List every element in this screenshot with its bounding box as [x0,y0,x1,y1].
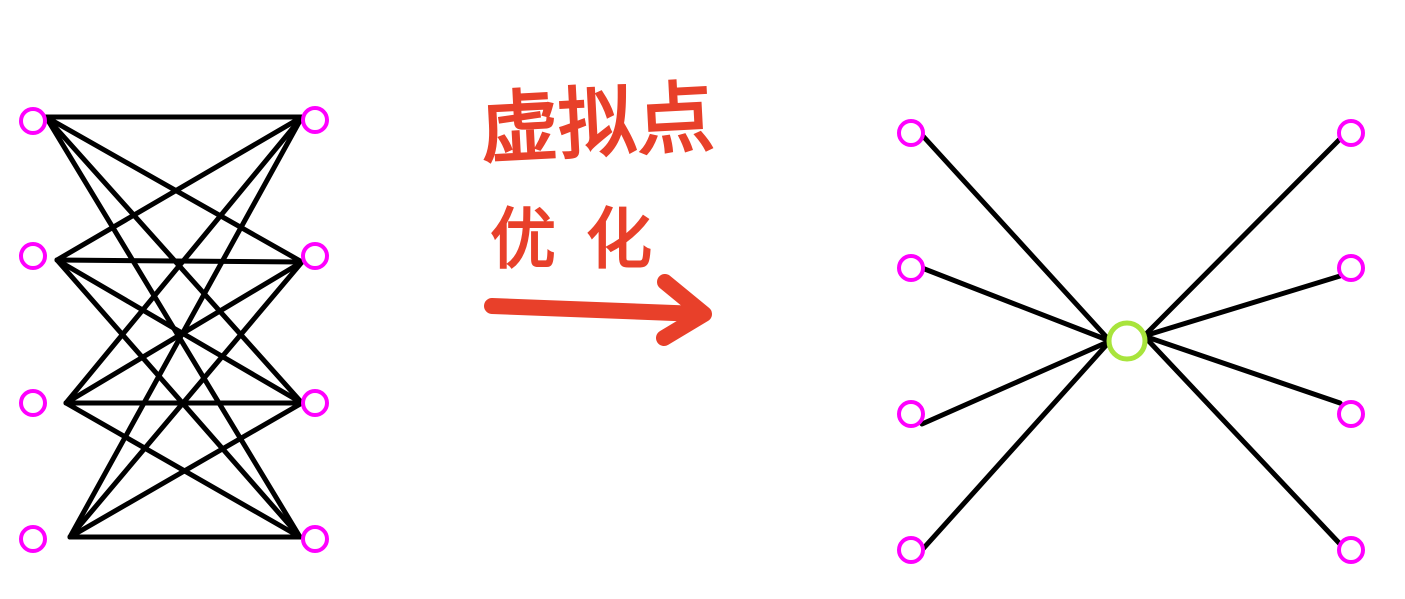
outer-node [897,254,925,282]
outer-node [1337,254,1365,282]
left-node [19,242,47,270]
outer-node [897,119,925,147]
right-virtual-node-graph [897,119,1365,564]
outer-node [897,400,925,428]
outer-node [1337,119,1365,147]
virtual-node-edge [1141,136,1343,339]
right-node [301,242,329,270]
left-node [19,525,47,553]
right-node [301,106,329,134]
left-graph-edges [43,114,305,540]
right-graph-edges [919,132,1343,553]
outer-node [1337,536,1365,564]
left-graph-nodes [19,106,329,553]
bipartite-edge [54,114,305,263]
bipartite-edge [63,114,305,406]
right-arrow-icon [484,274,712,346]
left-node [19,107,47,135]
virtual-node-edge [1141,333,1343,547]
bipartite-edge [54,257,305,406]
virtual-node [1106,320,1148,362]
virtual-node-edge [919,265,1113,344]
left-complete-bipartite-graph [19,106,329,553]
virtual-node-edge [1141,333,1343,406]
annotation-line1: 虚拟点 [478,73,716,175]
virtual-node-edge [919,338,1113,553]
bipartite-edge [54,257,303,540]
optimization-annotation: 虚拟点 优化 [478,73,716,346]
bipartite-edge [67,400,305,540]
bipartite-edge [54,257,305,265]
left-node [19,389,47,417]
virtual-node-edge [1141,273,1343,339]
virtual-node-edge [919,132,1113,344]
bipartite-edge [67,259,305,540]
virtual-node-edge [919,338,1113,427]
outer-node [1337,400,1365,428]
outer-node [897,536,925,564]
right-node [301,389,329,417]
bipartite-edge [67,114,305,540]
right-node [301,525,329,553]
right-graph-nodes [897,119,1365,564]
annotation-line2: 优化 [490,201,682,278]
